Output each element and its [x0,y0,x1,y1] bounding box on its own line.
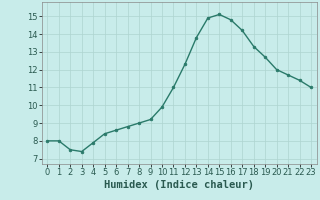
X-axis label: Humidex (Indice chaleur): Humidex (Indice chaleur) [104,180,254,190]
